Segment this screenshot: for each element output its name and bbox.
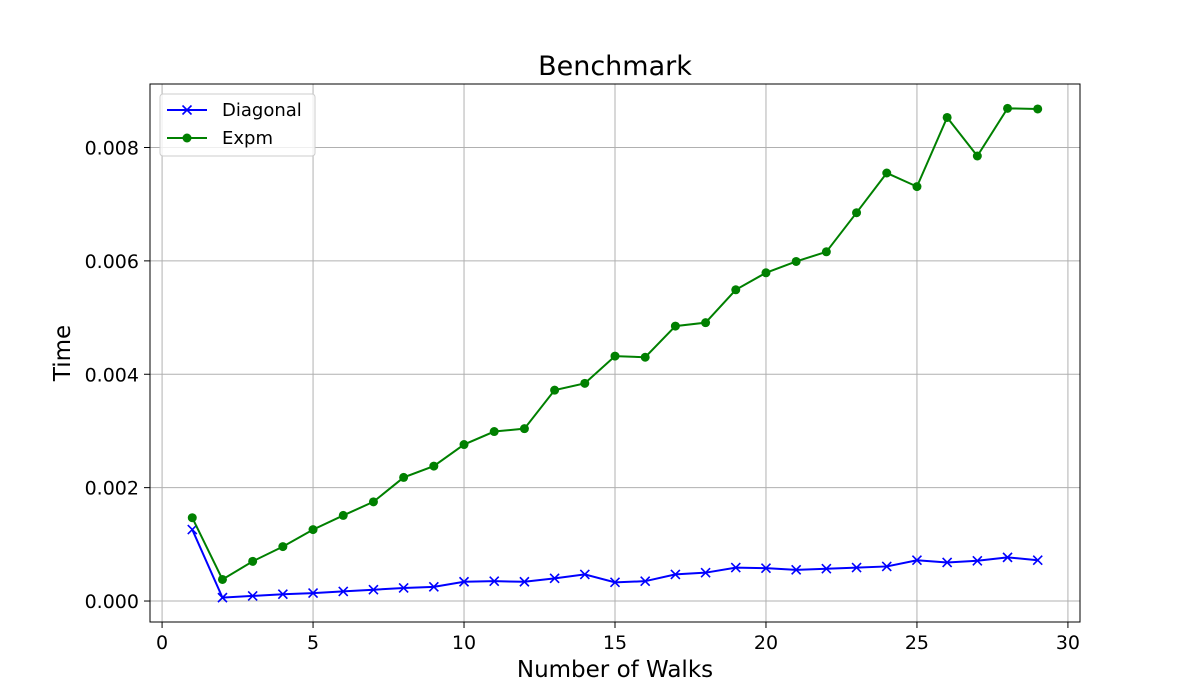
expm-point	[1033, 104, 1043, 114]
y-tick-label: 0.006	[85, 251, 139, 273]
diagonal-point	[881, 561, 892, 572]
diagonal-point	[821, 563, 832, 574]
x-tick-label: 0	[156, 632, 168, 654]
diagonal-point	[911, 555, 923, 566]
x-tick-label: 15	[603, 632, 627, 654]
expm-point	[701, 318, 711, 328]
diagonal-point	[851, 562, 862, 573]
y-axis: 0.000 0.002 0.004 0.006 0.008	[85, 137, 150, 613]
diagonal-point	[640, 576, 651, 587]
expm-point	[791, 256, 801, 266]
expm-point	[580, 378, 590, 388]
diagonal-point	[489, 576, 500, 587]
legend-label-expm: Expm	[222, 128, 273, 149]
expm-point	[731, 285, 741, 295]
expm-point	[217, 574, 227, 584]
y-tick-label: 0.002	[85, 478, 139, 500]
diagonal-point	[579, 569, 590, 580]
chart-title: Benchmark	[538, 51, 692, 82]
diagonal-point	[338, 586, 349, 597]
expm-point	[308, 525, 318, 535]
expm-point	[912, 182, 922, 192]
x-tick-label: 30	[1056, 632, 1080, 654]
diagonal-point	[700, 567, 711, 578]
diagonal-point	[972, 555, 983, 566]
diagonal-point	[760, 563, 772, 574]
diagonal-point	[217, 592, 228, 603]
diagonal-point	[730, 562, 741, 573]
x-tick-label: 25	[905, 632, 929, 654]
diagonal-point	[458, 576, 470, 587]
y-tick-label: 0.004	[85, 364, 139, 386]
diagonal-point	[368, 584, 379, 595]
y-tick-label: 0.000	[85, 591, 139, 613]
x-axis-label: Number of Walks	[517, 657, 713, 683]
expm-point	[1003, 103, 1013, 113]
expm-point	[821, 247, 831, 257]
expm-point	[550, 385, 560, 395]
expm-point	[852, 208, 862, 218]
diagonal-point	[187, 524, 198, 535]
legend: Diagonal Expm	[159, 93, 316, 157]
x-tick-label: 10	[452, 632, 476, 654]
expm-point	[187, 513, 197, 523]
diagonal-point	[1002, 552, 1013, 563]
expm-legend-marker	[182, 133, 192, 143]
y-axis-label: Time	[50, 325, 76, 382]
diagonal-point	[1032, 555, 1043, 566]
expm-point	[278, 542, 288, 552]
diagonal-point	[398, 582, 409, 594]
expm-point	[942, 112, 952, 122]
diagonal-point	[428, 581, 439, 592]
diagonal-point	[519, 576, 530, 587]
diagonal-point	[549, 573, 560, 584]
expm-point	[399, 472, 409, 482]
diagonal-point	[670, 569, 681, 580]
expm-point	[519, 424, 529, 434]
diagonal-legend-marker	[181, 104, 193, 116]
expm-point	[489, 427, 499, 437]
diagonal-point	[307, 588, 319, 599]
diagonal-point	[791, 564, 802, 575]
diagonal-point	[247, 590, 258, 601]
series-layer	[187, 103, 1043, 603]
diagonal-series	[187, 524, 1043, 603]
expm-point	[338, 510, 348, 520]
expm-point	[248, 556, 258, 566]
expm-point	[459, 440, 469, 450]
expm-point	[761, 268, 771, 278]
expm-series	[187, 103, 1043, 584]
expm-point	[670, 321, 680, 331]
legend-label-diagonal: Diagonal	[222, 100, 302, 121]
y-tick-label: 0.008	[85, 137, 139, 159]
diagonal-point	[942, 557, 953, 568]
x-tick-label: 5	[307, 632, 319, 654]
x-axis: 0 5 10 15 20 25 30	[156, 622, 1080, 654]
expm-point	[368, 497, 378, 507]
expm-point	[640, 352, 650, 362]
diagonal-point	[609, 577, 621, 588]
diagonal-point	[277, 589, 288, 600]
expm-point	[972, 151, 982, 161]
expm-point	[882, 168, 892, 178]
x-tick-label: 20	[754, 632, 778, 654]
expm-point	[610, 351, 620, 361]
expm-point	[429, 461, 439, 471]
